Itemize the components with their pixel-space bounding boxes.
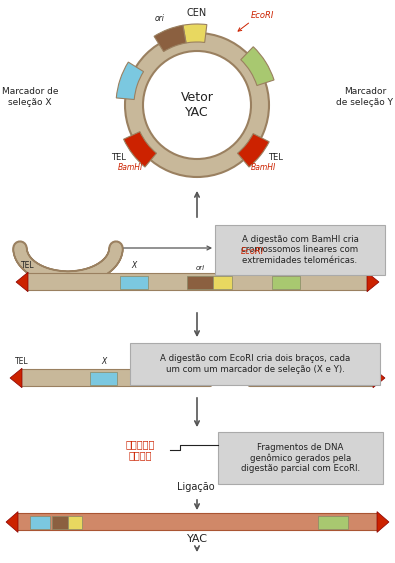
Text: ori: ori: [156, 360, 165, 367]
Polygon shape: [377, 512, 389, 533]
Bar: [213, 275, 232, 288]
Polygon shape: [367, 272, 379, 292]
FancyBboxPatch shape: [215, 225, 385, 275]
Text: TEL: TEL: [360, 261, 374, 270]
Text: TEL: TEL: [366, 358, 380, 367]
Text: Y: Y: [302, 358, 306, 367]
Polygon shape: [10, 368, 22, 388]
Text: TEL: TEL: [268, 153, 282, 162]
FancyBboxPatch shape: [248, 369, 375, 387]
Text: BamHI: BamHI: [251, 163, 276, 172]
Bar: [52, 516, 68, 529]
FancyBboxPatch shape: [20, 369, 212, 387]
Polygon shape: [16, 272, 28, 292]
Bar: [68, 516, 82, 529]
Text: EcoRI: EcoRI: [251, 11, 274, 20]
Text: CEN: CEN: [214, 261, 230, 270]
Bar: [30, 516, 50, 529]
Text: EcoRI: EcoRI: [240, 248, 264, 257]
Text: Vetor
YAC: Vetor YAC: [181, 91, 213, 119]
Text: CEN: CEN: [187, 8, 207, 18]
Text: Fragmentos de DNA
genômico gerados pela
digestão parcial com EcoRI.: Fragmentos de DNA genômico gerados pela …: [241, 443, 360, 473]
Bar: [187, 275, 213, 288]
Wedge shape: [124, 132, 156, 167]
Wedge shape: [183, 24, 207, 43]
Bar: [318, 516, 348, 529]
Text: X: X: [132, 261, 137, 270]
Text: Marcador de
seleção X: Marcador de seleção X: [2, 87, 58, 107]
Wedge shape: [154, 25, 186, 52]
Text: X: X: [101, 358, 106, 367]
Wedge shape: [116, 62, 143, 100]
Bar: [172, 372, 190, 385]
Text: ori: ori: [196, 265, 205, 270]
FancyBboxPatch shape: [130, 343, 380, 385]
Wedge shape: [237, 133, 269, 167]
Bar: [290, 372, 318, 385]
Polygon shape: [373, 368, 385, 388]
FancyBboxPatch shape: [218, 432, 383, 484]
Text: Ligação: Ligação: [177, 482, 214, 492]
Text: Marcador
de seleção Y: Marcador de seleção Y: [337, 87, 393, 107]
Bar: [272, 275, 300, 288]
Bar: [120, 275, 148, 288]
Bar: [148, 372, 172, 385]
Text: Y: Y: [284, 261, 288, 270]
Text: A digestão com BamHI cria
cromossomos lineares com
extremidades teloméricas.: A digestão com BamHI cria cromossomos li…: [241, 235, 359, 265]
FancyBboxPatch shape: [26, 274, 369, 291]
Text: ∿∿∿∿∿
∿∿∿∿: ∿∿∿∿∿ ∿∿∿∿: [125, 440, 155, 460]
Text: TEL: TEL: [111, 153, 126, 162]
Text: BamHI: BamHI: [118, 163, 143, 172]
Text: TEL: TEL: [15, 358, 29, 367]
Polygon shape: [6, 512, 18, 533]
Text: A digestão com EcoRI cria dois braços, cada
um com um marcador de seleção (X e Y: A digestão com EcoRI cria dois braços, c…: [160, 354, 350, 374]
Wedge shape: [241, 47, 274, 86]
Text: ori: ori: [155, 14, 165, 23]
FancyBboxPatch shape: [16, 513, 379, 530]
Text: YAC: YAC: [186, 534, 207, 544]
Bar: [90, 372, 117, 385]
Text: TEL: TEL: [21, 261, 35, 270]
Text: CEN: CEN: [173, 358, 189, 367]
